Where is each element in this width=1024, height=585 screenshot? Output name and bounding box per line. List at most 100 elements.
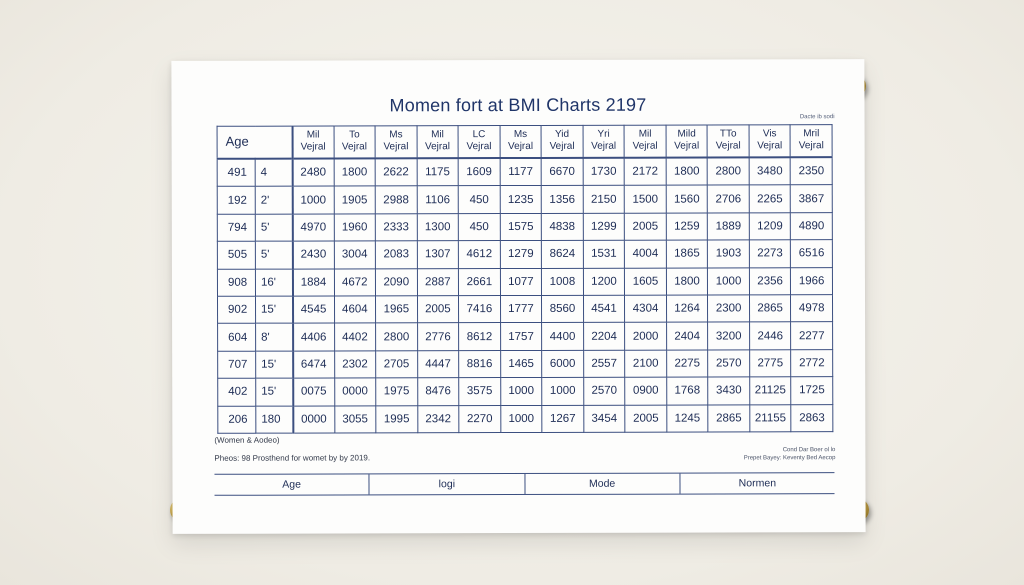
table-cell: 6474 [292, 350, 335, 379]
table-cell: 6000 [541, 350, 584, 378]
table-cell: 8612 [458, 322, 501, 351]
table-cell: 4838 [541, 213, 584, 241]
table-cell: 1560 [666, 185, 708, 213]
row-sub-cell: 4 [255, 158, 293, 187]
row-age-cell: 402 [217, 378, 256, 406]
row-age-cell: 794 [217, 214, 256, 242]
table-cell: 21155 [749, 404, 792, 432]
row-sub-cell: 180 [255, 405, 293, 434]
row-age-cell: 908 [217, 268, 256, 297]
table-cell: 1008 [541, 267, 584, 296]
table-cell: 6670 [541, 157, 583, 186]
table-cell: 1000 [500, 377, 542, 406]
column-header: LC Vejral [458, 125, 500, 158]
table-cell: 0000 [292, 405, 335, 434]
table-cell: 2273 [749, 240, 791, 268]
table-cell: 1889 [707, 212, 750, 241]
table-cell: 1279 [500, 240, 542, 269]
table-cell: 4970 [292, 213, 334, 242]
table-cell: 2005 [417, 295, 459, 324]
row-sub-cell: 15' [255, 378, 293, 406]
table-cell: 4612 [458, 240, 501, 269]
column-header: Mril Vejral [790, 124, 833, 157]
table-cell: 1725 [791, 376, 833, 405]
table-cell: 2100 [624, 349, 667, 378]
table-cell: 2005 [625, 404, 667, 433]
table-row: 206 180 0000 3055 1995 2342 2270 1000 1267 3454 20… [217, 404, 833, 434]
table-cell: 1865 [666, 240, 708, 268]
table-cell: 2005 [624, 212, 667, 241]
table-cell: 1884 [292, 268, 335, 297]
table-cell: 2090 [375, 268, 418, 296]
table-cell: 4978 [790, 294, 833, 323]
table-cell: 2356 [749, 267, 791, 295]
table-cell: 2333 [375, 213, 417, 242]
table-cell: 2775 [749, 349, 792, 378]
row-sub-cell: 16' [255, 268, 293, 297]
table-cell: 0900 [624, 377, 667, 405]
table-cell: 1259 [666, 212, 708, 241]
table-cell: 2342 [417, 405, 459, 433]
footer-cell-age: Age [214, 474, 370, 495]
table-cell: 2865 [708, 404, 750, 433]
table-cell: 4541 [583, 295, 625, 323]
table-cell: 450 [458, 185, 500, 214]
table-row: 794 5' 4970 1960 2333 1300 450 1575 4838 1299 2005… [217, 212, 833, 242]
table-cell: 2083 [375, 240, 418, 269]
table-cell: 1777 [500, 295, 542, 323]
table-cell: 1905 [333, 186, 376, 214]
table-cell: 4304 [624, 295, 667, 323]
footer-cell-normen: Normen [738, 477, 777, 490]
table-cell: 3454 [583, 404, 626, 433]
table-cell: 4400 [541, 322, 584, 351]
table-cell: 1000 [541, 377, 584, 406]
table-cell: 1531 [583, 240, 625, 268]
bmi-table: Age Mil Vejral To Vejral Ms Vejral Mil Vejra… [217, 124, 834, 434]
table-cell: 1209 [749, 212, 791, 241]
table-cell: 3575 [458, 377, 501, 406]
table-cell: 1965 [375, 295, 418, 324]
row-age-cell: 604 [217, 323, 256, 352]
column-header: Yri Vejral [582, 125, 625, 158]
table-cell: 2863 [791, 404, 833, 432]
row-age-cell: 206 [217, 405, 256, 434]
table-cell: 1000 [707, 267, 750, 296]
table-cell: 2172 [624, 157, 667, 186]
table-cell: 3430 [708, 377, 750, 405]
table-row: 902 15' 4545 4604 1965 2005 7416 1777 8560 4541 43… [217, 294, 833, 324]
table-cell: 1800 [665, 157, 708, 186]
table-cell: 4604 [334, 295, 376, 324]
table-cell: 8476 [417, 377, 459, 406]
bmi-chart-poster: Momen fort at BMI Charts 2197 Dacte ib s… [171, 59, 866, 534]
table-row: 505 5' 2430 3004 2083 1307 4612 1279 8624 1531 400… [217, 239, 833, 269]
corner-note: Dacte ib sodi [799, 114, 835, 121]
table-cell: 4890 [790, 212, 833, 241]
table-cell: 1966 [790, 267, 833, 295]
table-cell: 1768 [666, 377, 709, 405]
table-cell: 2570 [583, 377, 626, 405]
column-header: Mil Vejral [292, 125, 334, 159]
table-cell: 1245 [666, 404, 709, 433]
table-cell: 1000 [500, 405, 543, 433]
table-cell: 6516 [790, 239, 833, 268]
table-row: 707 15' 6474 2302 2705 4447 8816 1465 6000 2557 21… [217, 349, 833, 379]
table-cell: 2988 [375, 186, 417, 214]
column-header: To Vejral [333, 125, 376, 158]
table-cell: 4402 [334, 323, 376, 351]
table-cell: 1500 [624, 185, 667, 214]
table-cell: 1200 [583, 267, 625, 296]
row-sub-cell: 5' [255, 241, 293, 269]
footer-cell-mode: Mode [524, 473, 681, 494]
credit-note: Cond Dar Boer ol lo Prepet Bayey: Kevent… [743, 447, 836, 462]
table-cell: 1757 [500, 322, 542, 351]
column-header: Ms Vejral [375, 125, 417, 158]
table-cell: 1605 [624, 267, 667, 296]
table-cell: 3200 [707, 322, 750, 350]
table-cell: 4447 [417, 350, 459, 378]
footer-legend: Age logi Mode Normen [214, 472, 835, 496]
table-header-row: Age Mil Vejral To Vejral Ms Vejral Mil Vejra… [217, 124, 833, 159]
table-cell: 1264 [666, 295, 708, 323]
table-cell: 2772 [791, 349, 833, 377]
table-cell: 8816 [458, 350, 501, 378]
table-cell: 2570 [707, 349, 750, 378]
